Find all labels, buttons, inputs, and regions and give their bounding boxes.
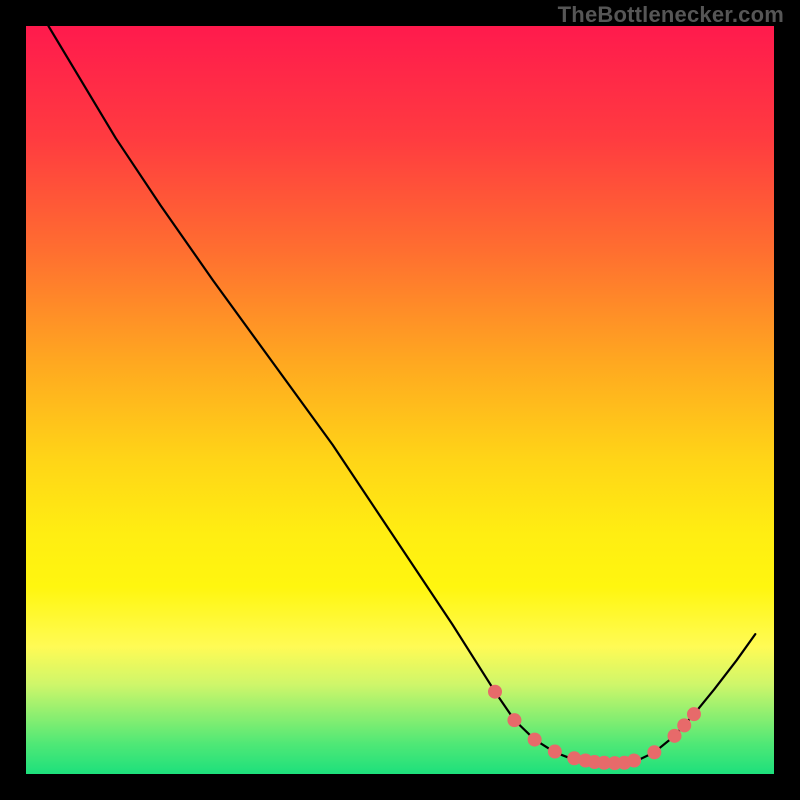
data-marker — [548, 745, 562, 759]
data-marker — [647, 745, 661, 759]
data-marker — [668, 729, 682, 743]
bottleneck-chart — [26, 26, 774, 774]
gradient-background — [26, 26, 774, 774]
data-marker — [488, 685, 502, 699]
data-marker — [507, 713, 521, 727]
data-marker — [677, 718, 691, 732]
attribution-label: TheBottlenecker.com — [558, 2, 784, 28]
data-marker — [687, 707, 701, 721]
chart-container: TheBottlenecker.com — [0, 0, 800, 800]
data-marker — [528, 733, 542, 747]
data-marker — [627, 754, 641, 768]
